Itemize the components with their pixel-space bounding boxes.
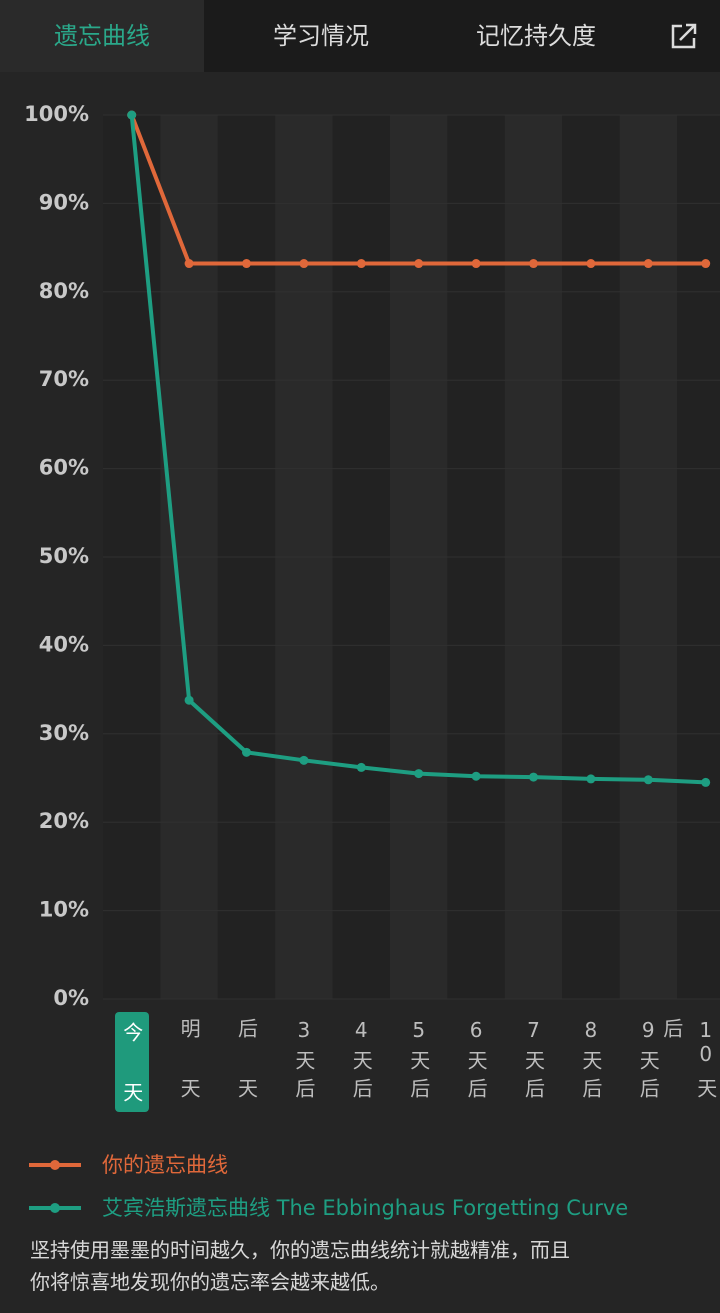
point <box>184 695 194 705</box>
x-tick-label: 今天 <box>114 1012 149 1112</box>
legend-dot <box>50 1160 60 1170</box>
legend-dot <box>50 1203 60 1213</box>
point <box>414 259 424 269</box>
point <box>701 777 711 787</box>
point <box>299 755 309 765</box>
y-tick-label: 70% <box>39 367 89 391</box>
note: 你将惊喜地发现你的遗忘率会越来越低。 <box>30 1270 390 1294</box>
note: 坚持使用墨墨的时间越久，你的遗忘曲线统计就越精准，而且 <box>30 1238 570 1262</box>
y-tick-label: 10% <box>39 898 89 922</box>
legend-swatch <box>29 1160 81 1170</box>
legend-swatch <box>29 1203 81 1213</box>
tab[interactable]: 学习情况 <box>273 22 369 50</box>
x-tick-label: 明天 <box>177 1018 202 1098</box>
point <box>184 259 194 269</box>
x-tick-label: 6天后 <box>464 1018 489 1098</box>
x-tick-label: 后天 <box>234 1018 259 1098</box>
point <box>643 259 653 269</box>
point <box>586 774 596 784</box>
point <box>701 259 711 269</box>
y-tick-label: 60% <box>39 456 89 480</box>
y-tick-label: 100% <box>24 102 89 126</box>
x-tick-label: 8天后 <box>578 1018 603 1098</box>
y-tick-label: 80% <box>39 279 89 303</box>
tab[interactable]: 记忆持久度 <box>476 22 596 50</box>
legend-label: 你的遗忘曲线 <box>102 1153 228 1177</box>
y-tick-label: 0% <box>53 986 89 1010</box>
x-tick-label: 7天后 <box>521 1018 546 1098</box>
share-icon[interactable] <box>668 20 700 52</box>
tab-bar: 遗忘曲线 学习情况 记忆持久度 <box>0 0 720 72</box>
tab[interactable]: 遗忘曲线 <box>0 0 204 72</box>
point <box>127 110 137 120</box>
point <box>299 259 309 269</box>
x-tick-label: 3天后 <box>291 1018 316 1098</box>
x-tick-label: 10天后 <box>659 1018 718 1098</box>
point <box>643 775 653 785</box>
point <box>586 259 596 269</box>
point <box>529 259 538 269</box>
legend-label: 艾宾浩斯遗忘曲线 The Ebbinghaus Forgetting Curve <box>102 1196 629 1220</box>
y-tick-label: 30% <box>39 721 89 745</box>
x-tick-label: 9天后 <box>636 1018 661 1098</box>
point <box>242 259 251 269</box>
chart: 0% 10% 20% 30% 40% 50% 60% 70% 80% 90% 100% <box>24 102 720 1010</box>
y-tick-label: 50% <box>39 544 89 568</box>
point <box>471 771 481 781</box>
point <box>471 259 481 269</box>
point <box>356 762 366 772</box>
point <box>356 259 366 269</box>
point <box>414 769 424 779</box>
point <box>242 747 251 757</box>
y-tick-label: 40% <box>39 632 89 656</box>
x-tick-label: 5天后 <box>406 1018 431 1098</box>
y-tick-label: 20% <box>39 809 89 833</box>
point <box>529 772 538 782</box>
y-tick-label: 90% <box>39 190 89 214</box>
x-tick-label: 4天后 <box>349 1018 374 1098</box>
